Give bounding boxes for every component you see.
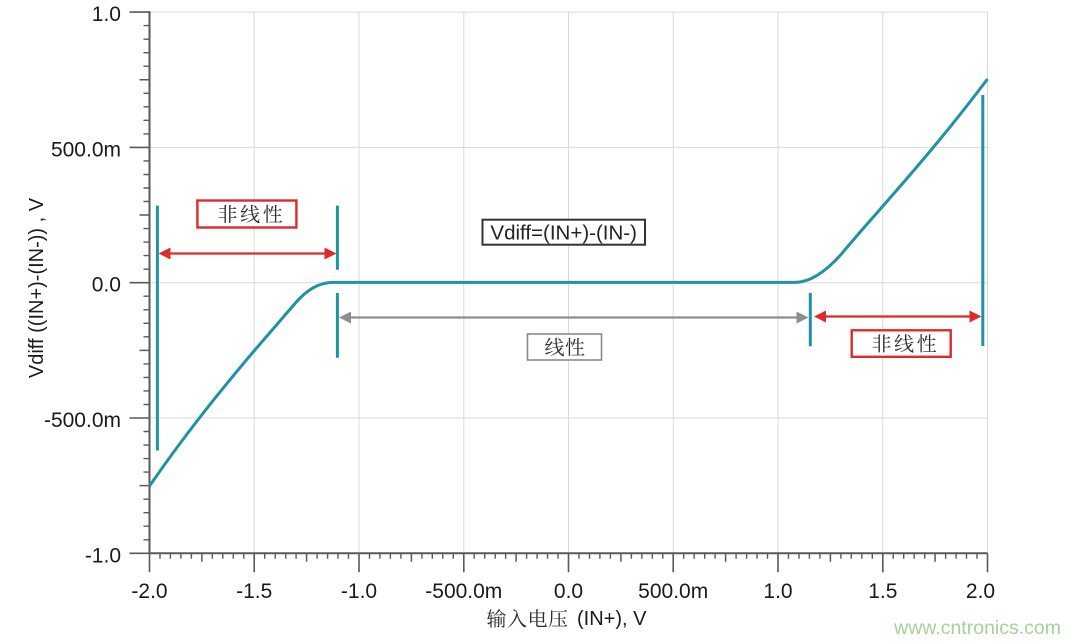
svg-text:1.0: 1.0 [92, 3, 121, 26]
svg-text:1.5: 1.5 [868, 580, 897, 603]
svg-text:-2.0: -2.0 [131, 580, 167, 603]
svg-text:Vdiff ((IN+)-(IN-)) , V: Vdiff ((IN+)-(IN-)) , V [26, 197, 48, 378]
svg-text:1.0: 1.0 [763, 580, 792, 603]
svg-text:-1.0: -1.0 [85, 544, 121, 567]
svg-text:(IN+), V: (IN+), V [577, 608, 647, 630]
svg-text:-1.0: -1.0 [341, 580, 377, 603]
svg-text:2.0: 2.0 [966, 580, 995, 603]
svg-text:-500.0m: -500.0m [44, 409, 121, 432]
svg-text:-1.5: -1.5 [236, 580, 272, 603]
svg-text:500.0m: 500.0m [51, 138, 121, 161]
svg-text:-500.0m: -500.0m [425, 580, 502, 603]
svg-text:Vdiff=(IN+)-(IN-): Vdiff=(IN+)-(IN-) [490, 221, 637, 244]
svg-text:0.0: 0.0 [92, 274, 121, 297]
svg-text:0.0: 0.0 [554, 580, 583, 603]
svg-text:www.cntronics.com: www.cntronics.com [893, 617, 1061, 639]
svg-text:500.0m: 500.0m [638, 580, 708, 603]
